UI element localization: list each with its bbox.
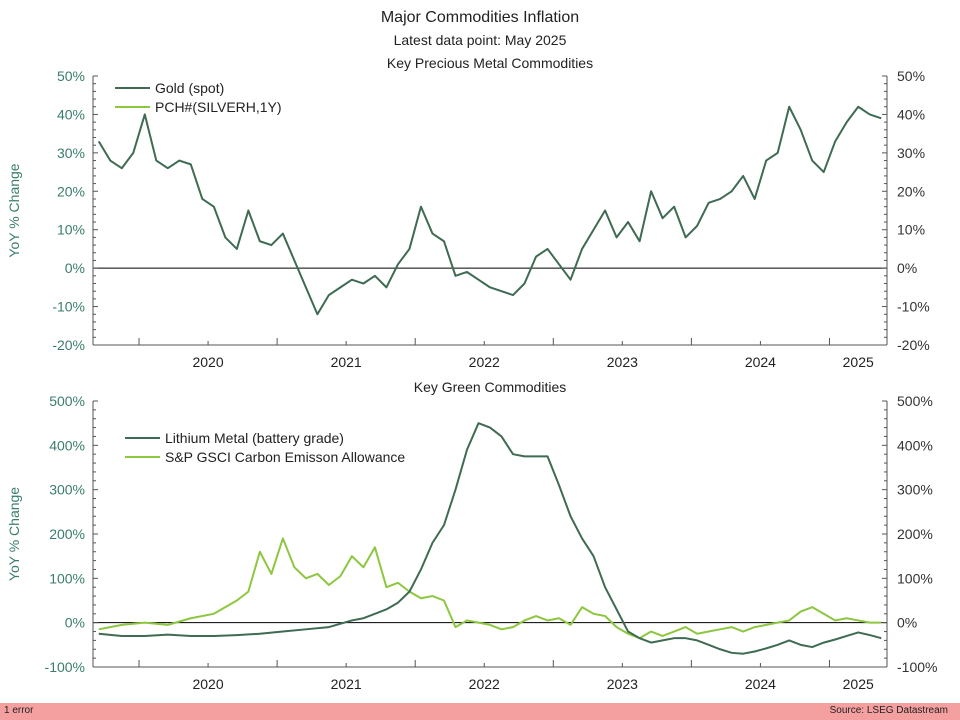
chart-subtitle: Latest data point: May 2025 <box>394 32 567 48</box>
y-tick-label-right: -100% <box>897 659 937 675</box>
y-axis-label: YoY % Change <box>6 163 22 257</box>
y-tick-label-right: 100% <box>897 570 933 586</box>
y-tick-label-left: 50% <box>57 68 85 84</box>
precious-metals-panel: Key Precious Metal Commodities -20% -20% -1… <box>6 55 930 370</box>
panel-title: Key Precious Metal Commodities <box>387 55 593 71</box>
y-tick-label-left: 500% <box>49 393 85 409</box>
x-tick-label: 2025 <box>843 676 874 692</box>
x-tick-label: 2021 <box>331 354 362 370</box>
error-count: 1 error <box>4 705 34 716</box>
y-tick-label-right: -10% <box>897 299 930 315</box>
legend-label: Gold (spot) <box>155 80 224 96</box>
y-tick-label-right: -20% <box>897 337 930 353</box>
legend-label: PCH#(SILVERH,1Y) <box>155 99 282 115</box>
y-tick-label-left: 0% <box>65 615 85 631</box>
y-tick-label-left: -10% <box>52 299 85 315</box>
x-tick-label: 2024 <box>745 354 776 370</box>
y-tick-label-left: -100% <box>45 659 85 675</box>
x-tick-label: 2022 <box>469 354 500 370</box>
source-note: Source: LSEG Datastream <box>829 705 948 716</box>
y-tick-label-left: -20% <box>52 337 85 353</box>
y-tick-label-right: 500% <box>897 393 933 409</box>
y-axis-label: YoY % Change <box>6 487 22 581</box>
series-line-1 <box>98 537 882 640</box>
series-line-0 <box>97 105 882 316</box>
x-tick-label: 2020 <box>192 676 223 692</box>
green-commodities-panel: Key Green Commodities -100% -100% 0% 0% 100% 1… <box>6 379 937 692</box>
y-tick-label-left: 40% <box>57 106 85 122</box>
x-tick-label: 2024 <box>745 676 776 692</box>
y-tick-label-right: 200% <box>897 526 933 542</box>
y-tick-label-left: 30% <box>57 145 85 161</box>
panel-title: Key Green Commodities <box>414 379 567 395</box>
x-tick-label: 2022 <box>469 676 500 692</box>
y-tick-label-left: 200% <box>49 526 85 542</box>
y-tick-label-left: 400% <box>49 437 85 453</box>
y-tick-label-left: 20% <box>57 183 85 199</box>
y-tick-label-right: 400% <box>897 437 933 453</box>
y-tick-label-right: 30% <box>897 145 925 161</box>
status-bar: 1 error Source: LSEG Datastream <box>0 703 960 720</box>
y-tick-label-right: 40% <box>897 106 925 122</box>
y-tick-label-left: 0% <box>65 260 85 276</box>
chart-title: Major Commodities Inflation <box>381 9 579 26</box>
legend-label: S&P GSCI Carbon Emisson Allowance <box>165 449 405 465</box>
x-tick-label: 2020 <box>192 354 223 370</box>
y-tick-label-left: 100% <box>49 570 85 586</box>
x-tick-label: 2023 <box>607 354 638 370</box>
y-tick-label-right: 10% <box>897 222 925 238</box>
series-line-0 <box>98 422 882 655</box>
legend-label: Lithium Metal (battery grade) <box>165 430 344 446</box>
y-tick-label-right: 0% <box>897 615 917 631</box>
y-tick-label-left: 300% <box>49 482 85 498</box>
y-tick-label-right: 300% <box>897 482 933 498</box>
y-tick-label-right: 0% <box>897 260 917 276</box>
y-tick-label-right: 50% <box>897 68 925 84</box>
x-tick-label: 2025 <box>843 354 874 370</box>
y-tick-label-left: 10% <box>57 222 85 238</box>
y-tick-label-right: 20% <box>897 183 925 199</box>
x-tick-label: 2023 <box>607 676 638 692</box>
x-tick-label: 2021 <box>331 676 362 692</box>
